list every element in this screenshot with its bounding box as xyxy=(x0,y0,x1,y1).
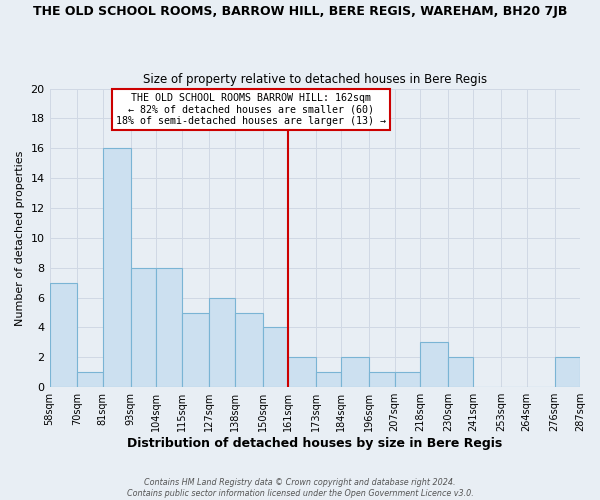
Bar xyxy=(182,312,209,387)
Y-axis label: Number of detached properties: Number of detached properties xyxy=(15,150,25,326)
Bar xyxy=(209,298,235,387)
Bar xyxy=(103,148,131,387)
Bar xyxy=(77,372,103,387)
Bar xyxy=(316,372,341,387)
Bar xyxy=(235,312,263,387)
Text: Contains HM Land Registry data © Crown copyright and database right 2024.
Contai: Contains HM Land Registry data © Crown c… xyxy=(127,478,473,498)
Bar xyxy=(420,342,448,387)
Bar xyxy=(395,372,420,387)
X-axis label: Distribution of detached houses by size in Bere Regis: Distribution of detached houses by size … xyxy=(127,437,502,450)
Bar xyxy=(554,358,580,387)
Bar xyxy=(369,372,395,387)
Bar xyxy=(50,282,77,387)
Title: Size of property relative to detached houses in Bere Regis: Size of property relative to detached ho… xyxy=(143,73,487,86)
Text: THE OLD SCHOOL ROOMS, BARROW HILL, BERE REGIS, WAREHAM, BH20 7JB: THE OLD SCHOOL ROOMS, BARROW HILL, BERE … xyxy=(33,5,567,18)
Bar xyxy=(288,358,316,387)
Bar xyxy=(448,358,473,387)
Text: THE OLD SCHOOL ROOMS BARROW HILL: 162sqm
← 82% of detached houses are smaller (6: THE OLD SCHOOL ROOMS BARROW HILL: 162sqm… xyxy=(116,93,386,126)
Bar xyxy=(341,358,369,387)
Bar xyxy=(131,268,156,387)
Bar xyxy=(263,328,288,387)
Bar xyxy=(156,268,182,387)
